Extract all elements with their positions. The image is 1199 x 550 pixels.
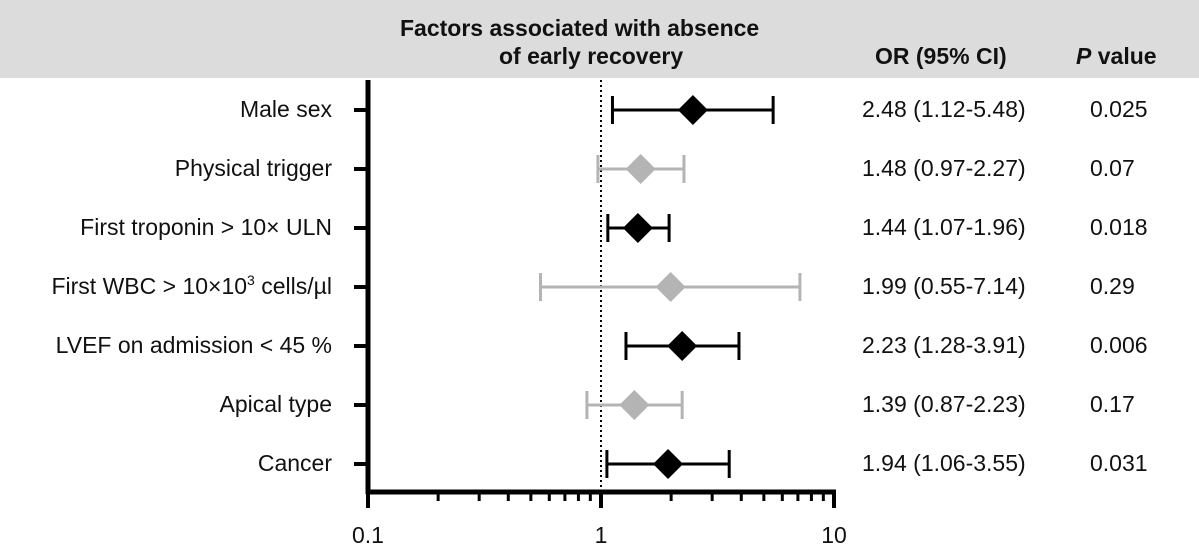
or-cell: 1.48 (0.97-2.27) [862, 155, 1026, 181]
p-value-cell: 0.031 [1090, 450, 1148, 476]
or-cell: 1.99 (0.55-7.14) [862, 273, 1026, 299]
row-label-first-troponin: First troponin > 10× ULN [80, 214, 332, 240]
p-value-cell: 0.006 [1090, 332, 1148, 358]
or-diamond [667, 331, 698, 361]
x-tick-label: 0.1 [352, 522, 384, 548]
row-label-first-wbc: First WBC > 10×103 cells/µl [51, 272, 332, 300]
wbc-label-sup: 3 [247, 272, 255, 288]
or-column-header: OR (95% CI) [875, 43, 1007, 69]
or-diamond [622, 213, 653, 243]
wbc-label-post: cells/µl [254, 273, 332, 299]
x-tick-label: 10 [821, 522, 847, 548]
or-diamond [619, 390, 650, 420]
or-diamond [677, 95, 708, 125]
or-diamond [653, 449, 684, 479]
row-label-lvef: LVEF on admission < 45 % [55, 332, 332, 358]
p-header-rest: value [1091, 43, 1157, 69]
or-diamond [625, 154, 656, 184]
p-value-cell: 0.29 [1090, 273, 1135, 299]
p-italic: P [1076, 43, 1092, 69]
chart-title-line2: of early recovery [499, 43, 684, 69]
or-cell: 1.44 (1.07-1.96) [862, 214, 1026, 240]
row-label-male-sex: Male sex [239, 96, 332, 122]
wbc-label-pre: First WBC > 10×10 [51, 273, 248, 299]
p-value-cell: 0.17 [1090, 391, 1135, 417]
p-value-column-header: P value [1076, 42, 1157, 70]
or-cell: 2.48 (1.12-5.48) [862, 96, 1026, 122]
row-label-physical-trigger: Physical trigger [174, 155, 332, 181]
or-cell: 1.39 (0.87-2.23) [862, 391, 1026, 417]
chart-title-line1: Factors associated with absence [400, 15, 760, 41]
row-label-cancer: Cancer [257, 450, 332, 476]
p-value-cell: 0.018 [1090, 214, 1148, 240]
or-cell: 2.23 (1.28-3.91) [862, 332, 1026, 358]
header-band [0, 0, 1199, 78]
or-cell: 1.94 (1.06-3.55) [862, 450, 1026, 476]
row-label-apical-type: Apical type [219, 391, 332, 417]
p-value-cell: 0.07 [1090, 155, 1135, 181]
or-diamond [655, 272, 686, 302]
x-tick-label: 1 [595, 522, 608, 548]
p-value-cell: 0.025 [1090, 96, 1148, 122]
